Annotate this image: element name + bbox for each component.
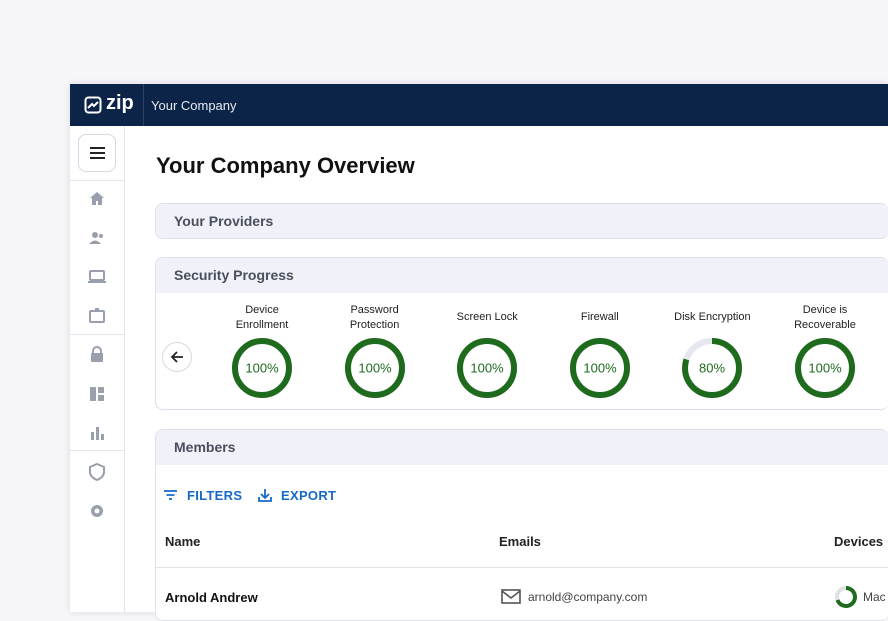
export-icon [258, 489, 272, 502]
gauge-value: 100% [358, 360, 392, 375]
gauge-value: 100% [808, 360, 842, 375]
logo-icon [84, 96, 102, 114]
gauge: 100% [795, 338, 855, 398]
gauge-label: Disk Encryption [674, 311, 751, 323]
menu-button[interactable] [78, 134, 116, 172]
security-card: Security Progress Device Enrollment 100% Pa… [155, 257, 888, 410]
providers-card[interactable]: Your Providers [155, 203, 888, 239]
mail-icon [501, 589, 521, 604]
filters-button[interactable]: FILTERS [187, 488, 243, 503]
divider [143, 84, 144, 126]
prev-button[interactable] [162, 342, 192, 372]
filter-icon [164, 490, 177, 500]
gauge-label: Device is [802, 304, 848, 316]
export-button[interactable]: EXPORT [281, 488, 337, 503]
gauge-value: 100% [471, 360, 505, 375]
gauge-arc [682, 338, 743, 398]
gauge-label: Firewall [580, 311, 619, 323]
gauge-label: Screen Lock [456, 311, 518, 323]
gauge-arc [457, 338, 518, 398]
sidebar [70, 126, 125, 612]
gauge-arc [795, 338, 855, 398]
nav-icons[interactable] [88, 190, 106, 530]
card-title: Your Providers [156, 204, 888, 238]
top-bar: zip Your Company [70, 84, 888, 126]
gauge-label: Enrollment [235, 319, 289, 331]
device-name: Mac [863, 590, 886, 604]
gauge-label: Protection [349, 319, 400, 331]
gauge-arc [569, 338, 630, 398]
member-email: arnold@company.com [528, 590, 648, 604]
gauge-label: Recoverable [794, 319, 856, 331]
card-title: Security Progress [156, 258, 888, 293]
gauge-label: Password [350, 304, 399, 316]
member-name[interactable]: Arnold Andrew [165, 590, 258, 605]
gauge-arc [232, 338, 292, 398]
gauge: 80% [682, 338, 743, 398]
device-status-icon [835, 586, 857, 608]
gauge-label: Device [245, 304, 279, 316]
card-title: Members [156, 430, 888, 465]
gauge-value: 80% [699, 360, 725, 375]
company-name[interactable]: Your Company [151, 98, 237, 113]
gauge-arc [344, 338, 405, 398]
gauge-value: 100% [245, 360, 279, 375]
members-card: Members [155, 429, 888, 621]
gauge: 100% [457, 338, 518, 398]
gauge-value: 100% [583, 360, 617, 375]
logo[interactable]: zip [106, 92, 134, 114]
gauge: 100% [344, 338, 405, 398]
column-header[interactable]: Devices [834, 534, 884, 549]
column-header[interactable]: Emails [499, 534, 541, 549]
gauge: 100% [569, 338, 630, 398]
page-title: Your Company Overview [156, 153, 415, 178]
column-header[interactable]: Name [165, 534, 201, 549]
gauge: 100% [232, 338, 292, 398]
